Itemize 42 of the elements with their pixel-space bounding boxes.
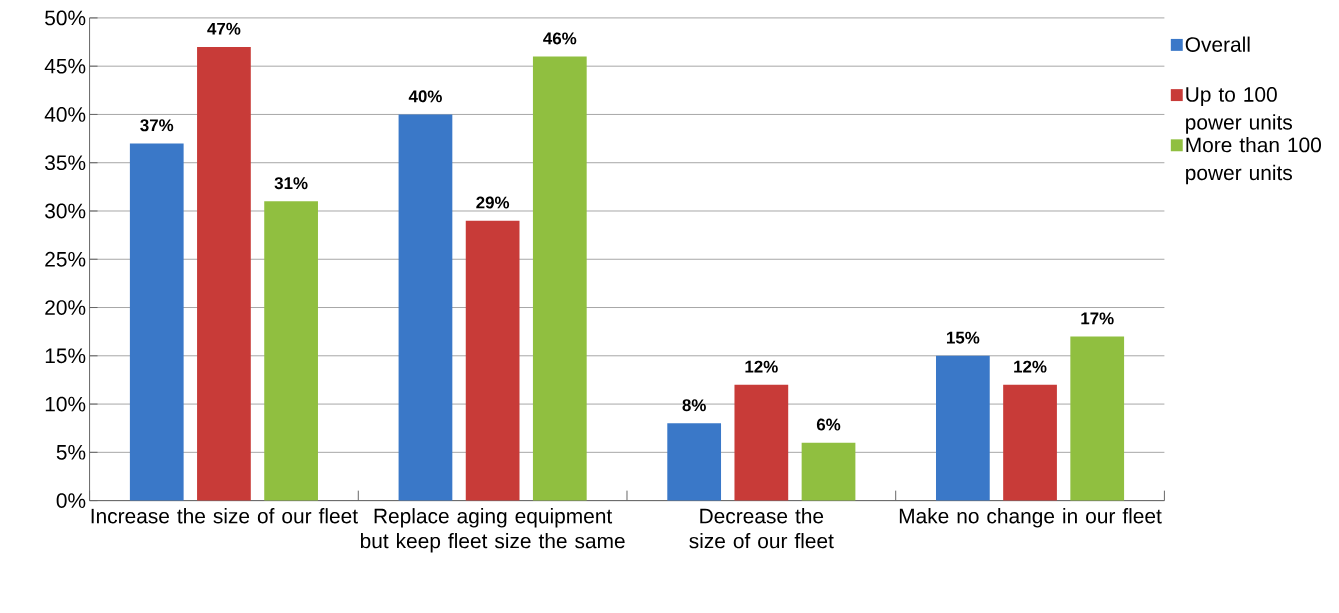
bar	[667, 423, 722, 501]
bar	[1003, 384, 1057, 501]
y-tick-label: 15%	[45, 348, 86, 364]
data-label: 40%	[408, 90, 442, 103]
y-tick-label: 30%	[45, 203, 86, 219]
x-tick-label: Decrease the size of our fleet	[689, 508, 834, 549]
data-label: 12%	[745, 360, 778, 373]
y-tick-label: 10%	[45, 396, 86, 412]
y-tick-label: 40%	[44, 107, 86, 122]
bar	[264, 201, 318, 501]
y-tick-label: 50%	[45, 10, 86, 26]
x-tick-label: Make no change in our fleet	[899, 508, 1162, 528]
y-tick-label: 20%	[45, 300, 86, 315]
y-tick-label: 0%	[56, 493, 86, 508]
data-label: 47%	[207, 22, 241, 35]
bar	[801, 442, 856, 501]
bar	[197, 46, 251, 501]
data-label: 12%	[1014, 360, 1047, 373]
bar	[129, 143, 184, 501]
bar	[465, 220, 520, 501]
bar	[734, 384, 789, 501]
legend-label: More than 100 power units	[1186, 136, 1321, 185]
x-tick-label: Increase the size of our fleet	[91, 508, 358, 524]
bar	[398, 114, 453, 501]
bar	[532, 56, 587, 501]
y-tick-label: 35%	[45, 155, 86, 171]
x-tick-label: Replace aging equipment but keep fleet size the same	[360, 508, 625, 553]
data-label: 8%	[682, 399, 706, 412]
data-label: 17%	[1081, 312, 1114, 325]
y-tick-label: 5%	[56, 444, 86, 460]
data-label: 15%	[947, 331, 980, 344]
y-tick-label: 25%	[45, 251, 86, 267]
bar	[936, 355, 990, 501]
legend-label: Overall	[1185, 36, 1250, 52]
data-label: 31%	[274, 177, 308, 190]
legend-label: Up to 100 power units	[1186, 87, 1292, 134]
data-label: 29%	[476, 196, 510, 209]
data-label: 46%	[543, 32, 577, 45]
data-label: 37%	[140, 119, 174, 132]
bar	[1070, 336, 1125, 501]
data-label: 6%	[816, 418, 841, 431]
y-tick-label: 45%	[44, 58, 86, 74]
